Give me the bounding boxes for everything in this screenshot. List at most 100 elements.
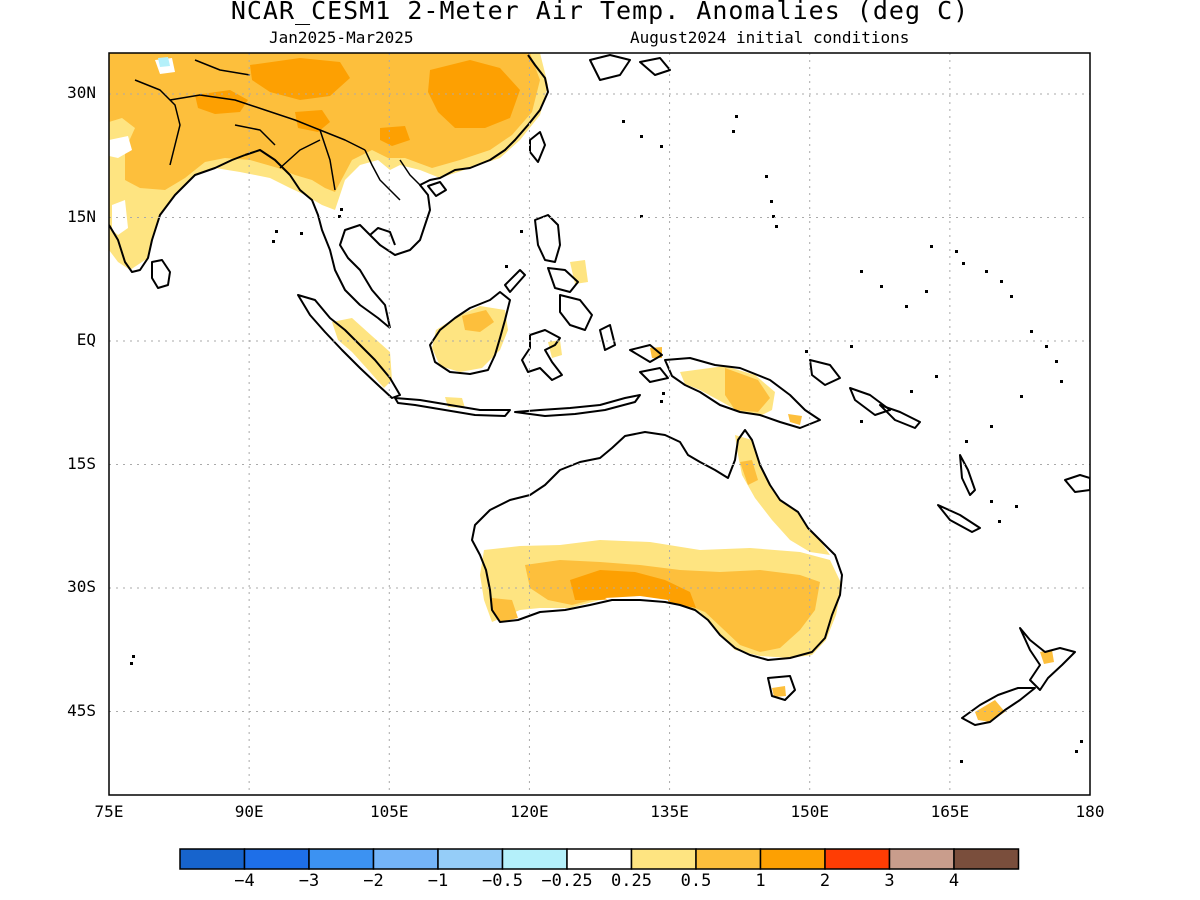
borneo-anomaly-medium	[462, 310, 494, 332]
colorbar-tick-label: 1	[755, 871, 766, 891]
colorbar-tick-label: −3	[298, 871, 320, 891]
lat-label: 30N	[67, 83, 96, 102]
colorbar-tick-label: −4	[234, 871, 255, 891]
colorbar-swatch	[824, 848, 891, 870]
anomaly-shading	[109, 53, 1054, 722]
island-dot	[990, 500, 993, 503]
queensland-anomaly-light	[735, 435, 830, 555]
island-dot	[640, 135, 643, 138]
colorbar-tick-label: 3	[884, 871, 895, 891]
queensland-anomaly-medium	[740, 460, 758, 485]
lat-label: EQ	[76, 330, 96, 349]
australia-anomaly-dark	[570, 570, 696, 608]
asia-anomaly-dark-5	[380, 126, 410, 146]
island-dot	[732, 130, 735, 133]
island-dot	[1080, 740, 1083, 743]
island-dot	[905, 305, 908, 308]
island-dot	[775, 225, 778, 228]
moluccas-coastline	[599, 324, 669, 383]
malaya-anomaly-light	[332, 318, 392, 388]
colorbar-swatch	[243, 848, 310, 870]
lon-label: 135E	[650, 802, 689, 821]
island-dot	[772, 215, 775, 218]
island-dot	[130, 662, 133, 665]
gridlines	[109, 53, 1090, 795]
japan-coastline	[589, 54, 671, 81]
colorbar-tick-label: −2	[363, 871, 384, 891]
colorbar-swatch	[630, 848, 697, 870]
vanuatu-coastline	[959, 454, 976, 496]
island-dot	[622, 120, 625, 123]
colorbar-tick-label: 2	[819, 871, 831, 891]
asia-anomaly-dark-4	[295, 110, 330, 132]
island-dot	[1020, 395, 1023, 398]
island-dot	[1015, 505, 1018, 508]
fiji-coastline	[1064, 474, 1090, 493]
hainan-coastline	[427, 181, 447, 197]
newzealand-south-medium	[975, 700, 1005, 722]
colorbar-swatch	[888, 848, 955, 870]
colorbar-swatch	[308, 848, 375, 870]
india-coastline	[109, 154, 246, 273]
philippines-anomaly-light	[570, 260, 588, 284]
island-dot	[272, 240, 275, 243]
sulawesi-coastline	[521, 329, 563, 381]
java-coastline	[394, 397, 511, 417]
indochina-coastline	[339, 54, 549, 329]
asia-borders	[134, 59, 421, 201]
island-dot	[880, 285, 883, 288]
tasmania-coastline	[767, 675, 796, 701]
map-title: NCAR_CESM1 2-Meter Air Temp. Anomalies (…	[230, 0, 970, 25]
island-dot	[765, 175, 768, 178]
island-dot	[962, 262, 965, 265]
srilanka-coastline	[151, 259, 171, 289]
colorbar-tick-label: −1	[427, 871, 449, 891]
borneo-coastline	[429, 291, 511, 375]
island-dot	[1055, 360, 1058, 363]
island-dot	[925, 290, 928, 293]
lon-label: 165E	[930, 802, 970, 821]
asia-anomaly-dark-2	[250, 58, 350, 100]
initial-conditions: August2024 initial conditions	[630, 28, 910, 47]
gulf-of-thailand	[369, 227, 396, 246]
newzealand-north-medium	[1040, 650, 1054, 664]
island-dot	[965, 440, 968, 443]
lon-label: 105E	[370, 802, 409, 821]
lon-label: 150E	[790, 802, 829, 821]
island-dot	[1075, 750, 1078, 753]
solomon-coastline	[879, 404, 921, 429]
colorbar-swatch	[179, 848, 246, 870]
tasmania-anomaly-medium	[772, 686, 786, 697]
lon-label: 90E	[234, 802, 264, 821]
coastlines	[109, 54, 1090, 726]
colorbar-tick-label: 4	[948, 871, 960, 891]
mindanao-coastline	[559, 294, 593, 331]
colorbar-swatch	[372, 848, 439, 870]
island-dot	[660, 145, 663, 148]
lon-label: 120E	[510, 802, 549, 821]
island-dot	[1030, 330, 1033, 333]
island-dot	[860, 270, 863, 273]
island-dot	[770, 200, 773, 203]
colorbar-tick-label: −0.25	[541, 871, 593, 891]
halmahera-anomaly-medium	[650, 347, 662, 358]
western-australia-medium	[492, 598, 518, 622]
island-dot	[300, 232, 303, 235]
island-dot	[955, 250, 958, 253]
colorbar-swatch	[953, 848, 1020, 870]
luzon-coastline	[534, 214, 561, 263]
island-dot	[735, 115, 738, 118]
lat-label: 30S	[67, 577, 96, 596]
taiwan-coastline	[529, 131, 546, 163]
island-dot	[132, 655, 135, 658]
newguinea-coastline	[664, 357, 821, 429]
island-dot	[1000, 280, 1003, 283]
colorbar-tick-label: 0.5	[680, 871, 712, 891]
island-dot	[1060, 380, 1063, 383]
lat-label: 15N	[67, 206, 96, 226]
island-dot	[338, 215, 341, 218]
colorbar-swatch	[759, 848, 826, 870]
forecast-period: Jan2025-Mar2025	[269, 28, 414, 47]
newguinea-anomaly-medium	[725, 368, 770, 412]
map-frame	[108, 52, 1091, 796]
